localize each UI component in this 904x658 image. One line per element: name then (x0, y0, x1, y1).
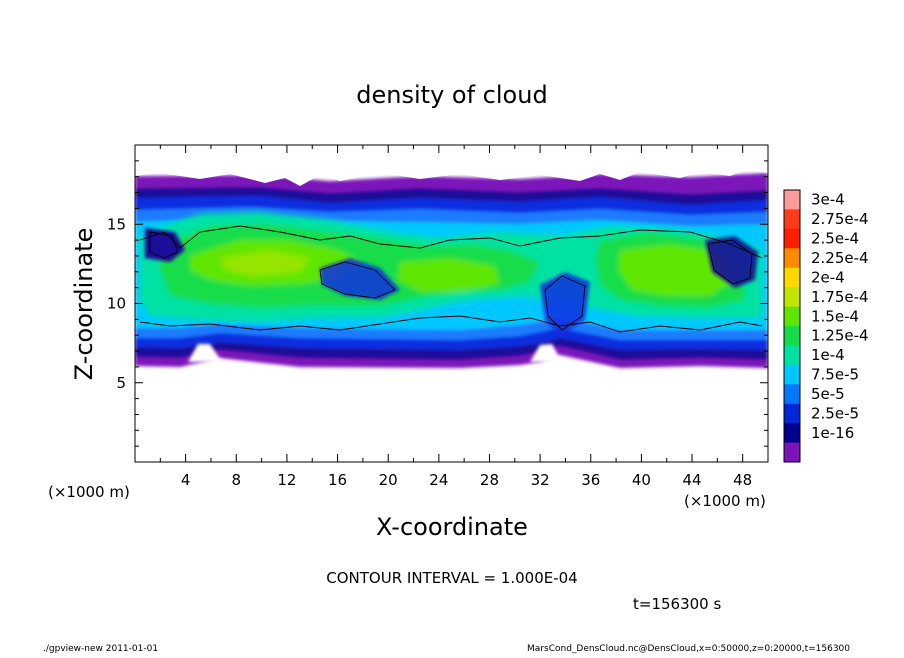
colorbar-label: 2e-4 (811, 268, 845, 286)
colorbar-swatch (784, 287, 800, 308)
gap-blue-mid (320, 258, 400, 300)
colorbar-swatch (784, 228, 800, 249)
y-axis-ticks: 5 10 15 (107, 160, 768, 447)
colorbar-swatch (784, 423, 800, 444)
x-tick-label: 44 (682, 471, 701, 489)
x-axis-ticks: 4 8 12 16 20 24 28 32 36 40 44 48 (159, 145, 752, 489)
contour-upper (139, 225, 763, 259)
x-tick-label: 4 (181, 471, 191, 489)
colorbar-label: 1e-4 (811, 346, 845, 364)
contour-hole-3 (707, 239, 753, 285)
colorbar-label: 5e-5 (811, 385, 845, 403)
contour-lower (139, 315, 763, 333)
cloud-top-edge (135, 145, 768, 186)
colorbar-label: 1.5e-4 (811, 307, 859, 325)
cloud-gaps (145, 228, 758, 362)
x-tick-label: 48 (733, 471, 752, 489)
x-tick-label: 36 (581, 471, 600, 489)
colorbar: 3e-42.75e-4 2.5e-42.25e-42e-4 1.75e-41.5e-… (783, 189, 869, 463)
core-lime-3 (398, 258, 500, 292)
time-label: t=156300 s (633, 595, 721, 613)
colorbar-swatch (784, 384, 800, 405)
gap-white-mid (530, 344, 562, 362)
gap-white-left (188, 344, 222, 362)
contour-hole-4 (149, 231, 179, 259)
colorbar-swatch (784, 442, 800, 463)
x-tick-label: 16 (328, 471, 347, 489)
colorbar-swatch (784, 209, 800, 230)
colorbar-label: 2.5e-4 (811, 230, 859, 248)
colorbar-swatch (784, 364, 800, 385)
core-lime-2 (618, 244, 735, 296)
x-axis-label: X-coordinate (376, 513, 528, 541)
colorbar-label: 1e-16 (811, 424, 854, 442)
colorbar-swatch (784, 267, 800, 288)
colorbar-swatch (784, 345, 800, 366)
colorbar-label: 2.25e-4 (811, 249, 869, 267)
contour-interval: CONTOUR INTERVAL = 1.000E-04 (326, 569, 577, 587)
footer-right: MarsCond_DensCloud.nc@DensCloud,x=0:5000… (527, 644, 850, 654)
density-field (135, 145, 768, 368)
x-tick-label: 28 (480, 471, 499, 489)
footer-left: ./gpview-new 2011-01-01 (43, 644, 158, 654)
colorbar-label: 2.75e-4 (811, 210, 869, 228)
core-yellow-green (220, 250, 310, 276)
x-tick-label: 12 (277, 471, 296, 489)
x-tick-label: 40 (632, 471, 651, 489)
x-tick-label: 20 (379, 471, 398, 489)
y-tick-label: 15 (107, 215, 126, 233)
x-unit-left: (×1000 m) (48, 483, 130, 501)
y-tick-label: 5 (116, 374, 126, 392)
x-unit-right: (×1000 m) (684, 492, 766, 510)
contour-hole-1 (319, 261, 396, 299)
y-tick-label: 10 (107, 295, 126, 313)
colorbar-swatch (784, 403, 800, 424)
colorbar-swatch (784, 248, 800, 269)
colorbar-swatch (784, 306, 800, 327)
colorbar-label: 1.75e-4 (811, 288, 869, 306)
colorbar-swatch (784, 326, 800, 346)
colorbar-label: 1.25e-4 (811, 327, 869, 345)
contour-hole-2 (544, 275, 586, 331)
y-axis-label: Z-coordinate (70, 228, 98, 381)
colorbar-label: 2.5e-5 (811, 404, 859, 422)
colorbar-label: 3e-4 (811, 191, 845, 209)
x-tick-label: 8 (232, 471, 242, 489)
x-tick-label: 24 (429, 471, 448, 489)
top-edge-mask (135, 145, 768, 186)
colorbar-swatch (784, 190, 800, 210)
chart-title: density of cloud (356, 81, 547, 109)
x-tick-label: 32 (531, 471, 550, 489)
contour-lines (139, 225, 763, 333)
colorbar-frame (783, 189, 801, 463)
colorbar-label: 7.5e-5 (811, 366, 859, 384)
